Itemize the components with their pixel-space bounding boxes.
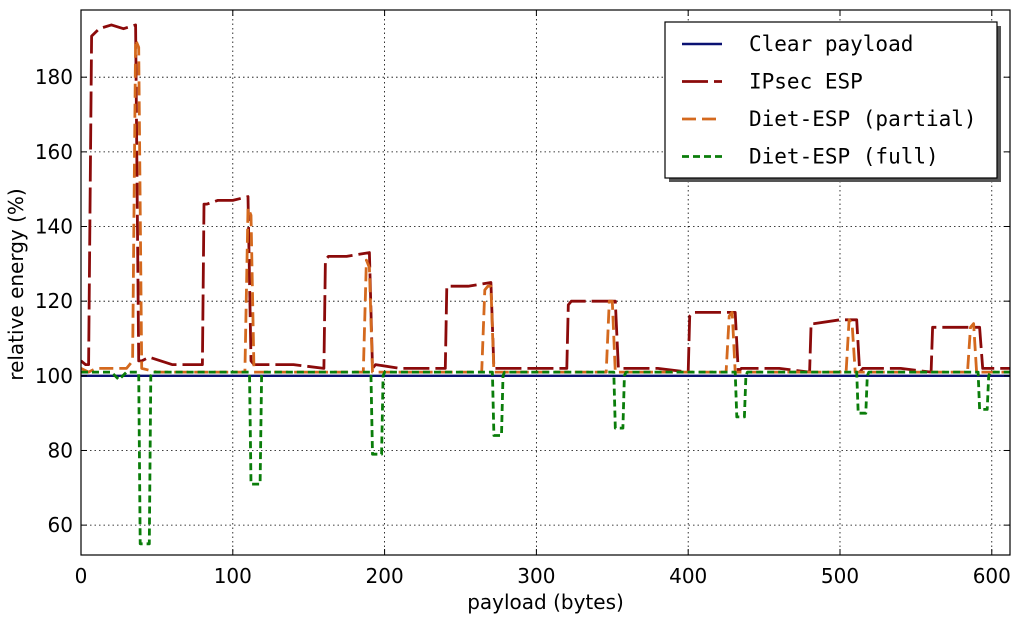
y-tick-label: 100 [35,364,73,388]
legend-label: Diet-ESP (partial) [749,107,977,131]
series-line-4 [81,370,1010,546]
legend-label: Diet-ESP (full) [749,145,939,169]
plot-series [81,23,1010,546]
x-tick-label: 600 [973,564,1011,588]
axis-ticks: 0 100 200 300 400 500 600 60 80 100 120 140 160 180 [35,10,1011,588]
x-axis-title: payload (bytes) [467,590,624,614]
plot-frame [80,9,1011,556]
y-tick-label: 80 [48,438,73,462]
legend: Clear payload IPsec ESP Diet-ESP (partial)… [664,21,1001,182]
x-tick-label: 300 [517,564,555,588]
y-tick-label: 180 [35,65,73,89]
y-tick-label: 60 [48,513,73,537]
x-tick-label: 200 [366,564,404,588]
x-tick-label: 400 [669,564,707,588]
legend-label: Clear payload [749,32,913,56]
y-axis-title: relative energy (%) [4,188,28,380]
x-tick-label: 100 [214,564,252,588]
y-tick-label: 160 [35,140,73,164]
y-tick-label: 140 [35,215,73,239]
x-tick-label: 500 [821,564,859,588]
legend-label: IPsec ESP [749,70,863,94]
y-tick-label: 120 [35,289,73,313]
x-tick-label: 0 [75,564,88,588]
legend-box [664,21,998,179]
